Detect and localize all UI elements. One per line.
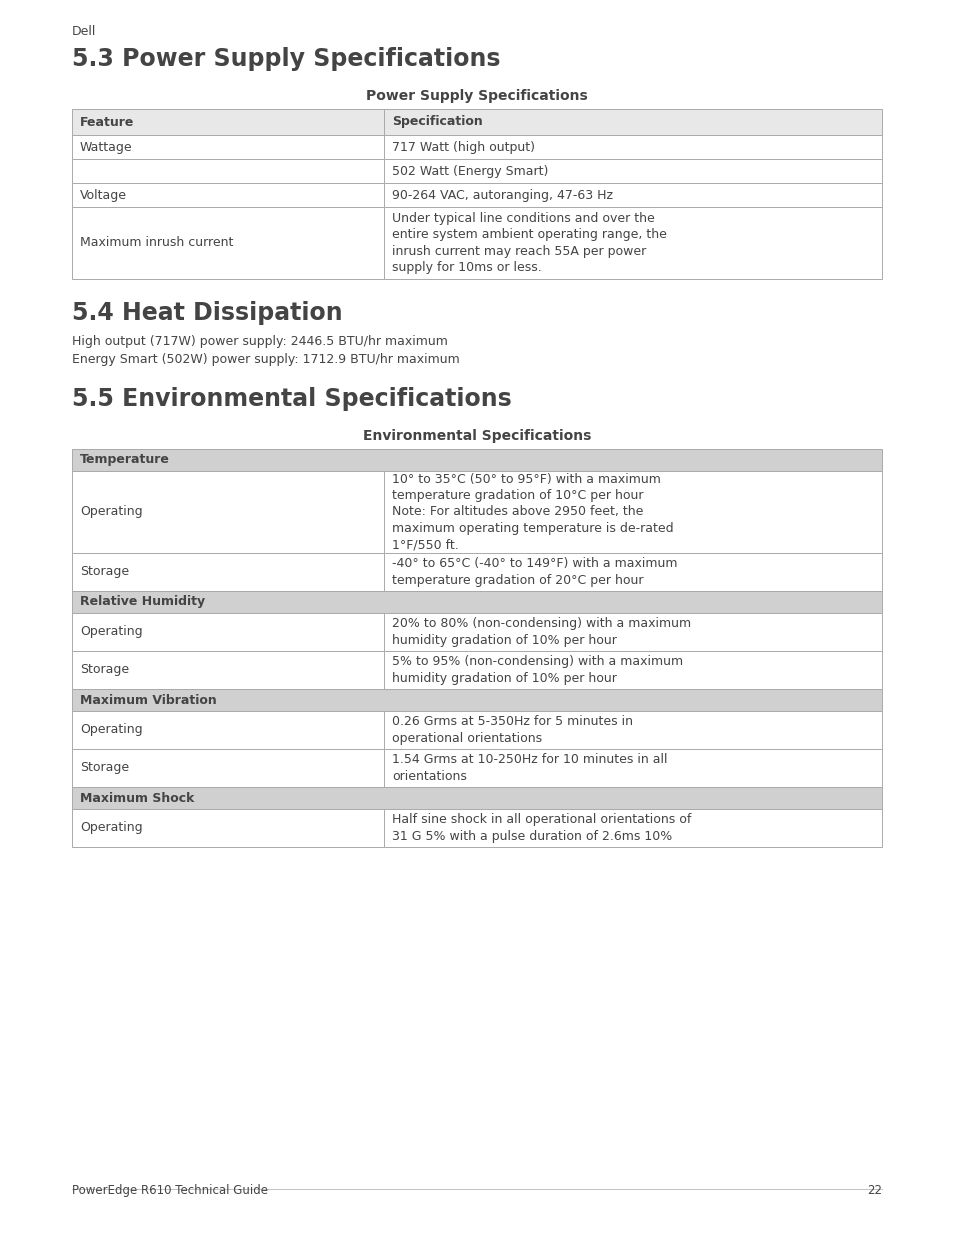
- Text: Maximum inrush current: Maximum inrush current: [80, 236, 233, 249]
- Text: 717 Watt (high output): 717 Watt (high output): [392, 141, 535, 153]
- Bar: [383, 207, 882, 279]
- Text: 1.54 Grms at 10-250Hz for 10 minutes in all
orientations: 1.54 Grms at 10-250Hz for 10 minutes in …: [392, 753, 667, 783]
- Text: -40° to 65°C (-40° to 149°F) with a maximum
temperature gradation of 20°C per ho: -40° to 65°C (-40° to 149°F) with a maxi…: [392, 557, 677, 587]
- Text: Temperature: Temperature: [80, 453, 170, 467]
- Bar: [71, 207, 383, 279]
- Text: Maximum Vibration: Maximum Vibration: [80, 694, 216, 706]
- Text: 5.3 Power Supply Specifications: 5.3 Power Supply Specifications: [71, 47, 500, 70]
- Bar: [71, 471, 383, 553]
- Text: 5% to 95% (non-condensing) with a maximum
humidity gradation of 10% per hour: 5% to 95% (non-condensing) with a maximu…: [392, 656, 682, 684]
- Text: High output (717W) power supply: 2446.5 BTU/hr maximum: High output (717W) power supply: 2446.5 …: [71, 335, 447, 348]
- Bar: [71, 613, 383, 651]
- Bar: [383, 613, 882, 651]
- Bar: [383, 809, 882, 847]
- Bar: [71, 711, 383, 748]
- Bar: [71, 135, 383, 159]
- Bar: [71, 809, 383, 847]
- Bar: [71, 689, 882, 711]
- Text: Feature: Feature: [80, 116, 134, 128]
- Text: Maximum Shock: Maximum Shock: [80, 792, 194, 804]
- Bar: [383, 553, 882, 592]
- Bar: [71, 748, 383, 787]
- Bar: [383, 159, 882, 183]
- Text: Power Supply Specifications: Power Supply Specifications: [366, 89, 587, 103]
- Text: 90-264 VAC, autoranging, 47-63 Hz: 90-264 VAC, autoranging, 47-63 Hz: [392, 189, 612, 201]
- Text: PowerEdge R610 Technical Guide: PowerEdge R610 Technical Guide: [71, 1184, 268, 1197]
- Text: Energy Smart (502W) power supply: 1712.9 BTU/hr maximum: Energy Smart (502W) power supply: 1712.9…: [71, 353, 459, 366]
- Bar: [71, 450, 882, 471]
- Text: Operating: Operating: [80, 625, 143, 638]
- Bar: [383, 109, 882, 135]
- Text: Specification: Specification: [392, 116, 482, 128]
- Bar: [71, 109, 383, 135]
- Bar: [383, 183, 882, 207]
- Bar: [383, 471, 882, 553]
- Text: 22: 22: [866, 1184, 882, 1197]
- Bar: [383, 651, 882, 689]
- Bar: [71, 553, 383, 592]
- Text: 502 Watt (Energy Smart): 502 Watt (Energy Smart): [392, 164, 548, 178]
- Bar: [71, 651, 383, 689]
- Text: Under typical line conditions and over the
entire system ambient operating range: Under typical line conditions and over t…: [392, 211, 666, 274]
- Text: 5.4 Heat Dissipation: 5.4 Heat Dissipation: [71, 301, 342, 325]
- Bar: [383, 135, 882, 159]
- Text: Storage: Storage: [80, 762, 129, 774]
- Text: Operating: Operating: [80, 724, 143, 736]
- Bar: [71, 159, 383, 183]
- Bar: [71, 183, 383, 207]
- Text: 20% to 80% (non-condensing) with a maximum
humidity gradation of 10% per hour: 20% to 80% (non-condensing) with a maxim…: [392, 618, 690, 647]
- Bar: [71, 592, 882, 613]
- Bar: [383, 748, 882, 787]
- Text: Relative Humidity: Relative Humidity: [80, 595, 205, 609]
- Text: Storage: Storage: [80, 663, 129, 677]
- Text: 0.26 Grms at 5-350Hz for 5 minutes in
operational orientations: 0.26 Grms at 5-350Hz for 5 minutes in op…: [392, 715, 632, 745]
- Text: Wattage: Wattage: [80, 141, 132, 153]
- Bar: [71, 787, 882, 809]
- Text: Environmental Specifications: Environmental Specifications: [362, 429, 591, 443]
- Text: Voltage: Voltage: [80, 189, 127, 201]
- Bar: [383, 711, 882, 748]
- Text: Dell: Dell: [71, 25, 96, 38]
- Text: 5.5 Environmental Specifications: 5.5 Environmental Specifications: [71, 387, 511, 411]
- Text: Operating: Operating: [80, 821, 143, 835]
- Text: Operating: Operating: [80, 505, 143, 519]
- Text: 10° to 35°C (50° to 95°F) with a maximum
temperature gradation of 10°C per hour
: 10° to 35°C (50° to 95°F) with a maximum…: [392, 473, 673, 552]
- Text: Storage: Storage: [80, 566, 129, 578]
- Text: Half sine shock in all operational orientations of
31 G 5% with a pulse duration: Half sine shock in all operational orien…: [392, 814, 691, 842]
